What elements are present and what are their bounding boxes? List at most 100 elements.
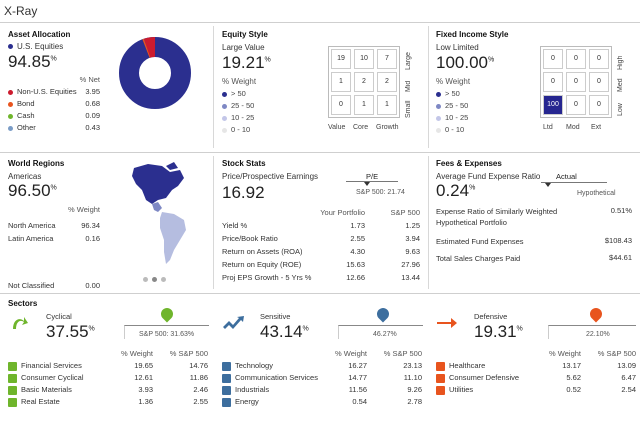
regions-main-value: 96.50% <box>8 181 57 200</box>
sector-name: Consumer Cyclical <box>21 373 84 382</box>
fixed-grid-cell: 0 <box>566 49 586 69</box>
sector-bar <box>124 325 209 339</box>
legend-dot <box>222 115 227 121</box>
stock-col-sp500: S&P 500 <box>390 208 420 217</box>
equity-row-small: Small <box>405 100 412 118</box>
asset-row-name: Bond <box>17 99 35 108</box>
sector-row-sp500: 2.78 <box>407 397 422 406</box>
equity-grid-cell: 0 <box>331 95 351 115</box>
fee-row-label: Expense Ratio of Similarly Weighted Hypo… <box>436 207 558 227</box>
stock-row-portfolio: 1.73 <box>350 221 365 230</box>
sector-row-label: Consumer Cyclical <box>8 373 84 383</box>
donut-us-equities <box>119 37 191 109</box>
equity-style-title: Equity Style <box>222 30 268 39</box>
sector-marker-icon <box>158 305 176 323</box>
divider <box>213 156 214 289</box>
sector-group-label: Defensive <box>474 312 508 321</box>
sector-row-label: Technology <box>222 361 273 371</box>
legend-label: 25 - 50 <box>231 101 255 110</box>
sector-value-pct: % <box>302 325 309 333</box>
sector-row-weight: 13.17 <box>562 361 581 370</box>
stock-row-label: Return on Equity (ROE) <box>222 260 302 269</box>
not-classified-label: Not Classified <box>8 281 55 290</box>
equity-style-label: Large Value <box>222 43 265 52</box>
sector-name: Real Estate <box>21 397 60 406</box>
stock-row-label: Return on Assets (ROA) <box>222 247 303 256</box>
sector-row-weight: 11.56 <box>348 385 367 394</box>
pager-dot-1[interactable] <box>143 277 148 283</box>
sector-row-label: Energy <box>222 397 259 407</box>
sector-col-weight: % Weight <box>121 349 153 358</box>
sector-row-weight: 0.54 <box>352 397 367 406</box>
fixed-grid-cell: 0 <box>543 49 563 69</box>
sector-bar <box>548 325 636 339</box>
equity-legend-item: 10 - 25 <box>222 113 254 122</box>
sector-icon <box>436 385 445 395</box>
fees-main-value: 0.24% <box>436 181 476 200</box>
divider <box>213 26 214 148</box>
fee-marker-icon <box>545 183 551 187</box>
legend-label: 25 - 50 <box>445 101 469 110</box>
sector-row-weight: 1.36 <box>138 397 153 406</box>
legend-label: 10 - 25 <box>231 113 255 122</box>
sector-group-value: 37.55% <box>46 322 95 342</box>
asset-row-label: Non-U.S. Equities <box>8 87 77 96</box>
asset-row-label: Other <box>8 123 36 132</box>
divider <box>428 26 429 148</box>
divider <box>0 22 640 23</box>
legend-dot <box>436 91 441 97</box>
pager-dot-2[interactable] <box>152 277 157 283</box>
fixed-income-value: 100.00% <box>436 53 495 72</box>
asset-row-value: 3.95 <box>85 87 100 96</box>
fixed-grid-cell: 0 <box>589 72 609 92</box>
fees-title: Fees & Expenses <box>436 159 502 168</box>
stock-row-portfolio: 4.30 <box>350 247 365 256</box>
equity-grid-cell: 2 <box>354 72 374 92</box>
asset-row-name: Non-U.S. Equities <box>17 87 77 96</box>
sector-row-weight: 14.77 <box>348 373 367 382</box>
legend-dot <box>222 127 227 133</box>
legend-dot <box>436 115 441 121</box>
asset-row-value: 0.68 <box>85 99 100 108</box>
sector-icon <box>222 397 231 407</box>
fixed-grid-cell: 0 <box>543 72 563 92</box>
asset-row-value: 0.09 <box>85 111 100 120</box>
region-row-label: North America <box>8 221 56 230</box>
page-title: X-Ray <box>4 4 38 18</box>
sector-value-pct: % <box>516 325 523 333</box>
sector-row-weight: 5.62 <box>566 373 581 382</box>
stock-row-sp500: 1.25 <box>405 221 420 230</box>
sector-icon <box>222 385 231 395</box>
equity-col-value: Value <box>328 124 346 131</box>
sector-row-label: Financial Services <box>8 361 82 371</box>
sector-value-text: 43.14 <box>260 322 303 341</box>
legend-label: 0 - 10 <box>231 125 251 134</box>
equity-col-core: Core <box>353 124 369 131</box>
asset-row-label: Bond <box>8 99 35 108</box>
north-america-shape <box>132 162 184 204</box>
stock-row-sp500: 3.94 <box>405 234 420 243</box>
legend-dot <box>222 103 227 109</box>
legend-dot <box>8 125 13 131</box>
sensitive-icon <box>223 316 244 329</box>
equity-row-large: Large <box>405 52 412 70</box>
legend-label: 0 - 10 <box>445 125 465 134</box>
equity-grid-cell: 7 <box>377 49 397 69</box>
sector-row-label: Industrials <box>222 385 269 395</box>
sector-bar <box>338 325 423 339</box>
fee-bar <box>541 182 607 191</box>
sector-row-sp500: 2.54 <box>621 385 636 394</box>
americas-map <box>132 162 186 264</box>
regions-col-header: % Weight <box>68 205 100 214</box>
fixed-col-mod: Mod <box>566 124 580 131</box>
sector-row-weight: 12.61 <box>134 373 153 382</box>
sector-col-sp500: % S&P 500 <box>597 349 636 358</box>
divider <box>0 152 640 153</box>
sector-marker-icon <box>587 305 605 323</box>
map-pager[interactable] <box>143 275 170 284</box>
fixed-row-high: High <box>617 55 624 70</box>
us-equities-dot <box>8 44 13 50</box>
pager-dot-3[interactable] <box>161 277 166 283</box>
legend-dot <box>8 113 13 119</box>
sector-value-text: 19.31 <box>474 322 517 341</box>
